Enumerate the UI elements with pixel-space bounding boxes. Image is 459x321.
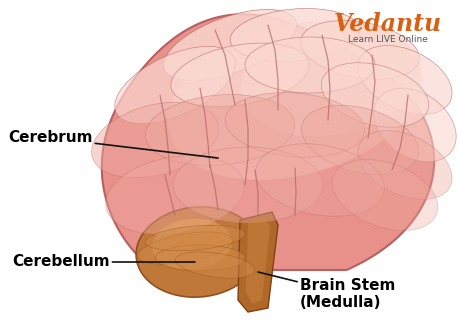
Ellipse shape	[321, 63, 429, 127]
Ellipse shape	[145, 225, 245, 251]
Text: Brain Stem
(Medulla): Brain Stem (Medulla)	[258, 272, 395, 310]
Polygon shape	[238, 212, 278, 312]
Polygon shape	[246, 216, 270, 304]
Ellipse shape	[256, 144, 384, 216]
Ellipse shape	[332, 160, 438, 230]
Ellipse shape	[171, 43, 309, 107]
Ellipse shape	[155, 245, 245, 271]
Ellipse shape	[115, 46, 235, 124]
Text: Cerebellum: Cerebellum	[12, 255, 195, 270]
Ellipse shape	[138, 232, 232, 264]
Text: Learn LIVE Online: Learn LIVE Online	[348, 35, 428, 44]
Ellipse shape	[173, 147, 323, 223]
Ellipse shape	[91, 102, 218, 178]
Ellipse shape	[106, 156, 244, 234]
Ellipse shape	[374, 88, 456, 162]
Ellipse shape	[152, 219, 232, 269]
Ellipse shape	[175, 252, 255, 278]
Ellipse shape	[185, 200, 295, 256]
Ellipse shape	[358, 46, 452, 114]
Ellipse shape	[245, 37, 375, 93]
Ellipse shape	[302, 105, 419, 175]
Text: Vedantu: Vedantu	[334, 12, 442, 36]
Text: Cerebrum: Cerebrum	[8, 131, 218, 158]
Ellipse shape	[301, 21, 419, 80]
Ellipse shape	[136, 207, 260, 297]
Ellipse shape	[145, 94, 295, 165]
Polygon shape	[102, 14, 434, 270]
Ellipse shape	[225, 92, 365, 158]
Ellipse shape	[163, 9, 297, 81]
Ellipse shape	[230, 8, 360, 62]
Ellipse shape	[168, 20, 422, 180]
Ellipse shape	[241, 24, 419, 136]
Ellipse shape	[358, 131, 452, 199]
